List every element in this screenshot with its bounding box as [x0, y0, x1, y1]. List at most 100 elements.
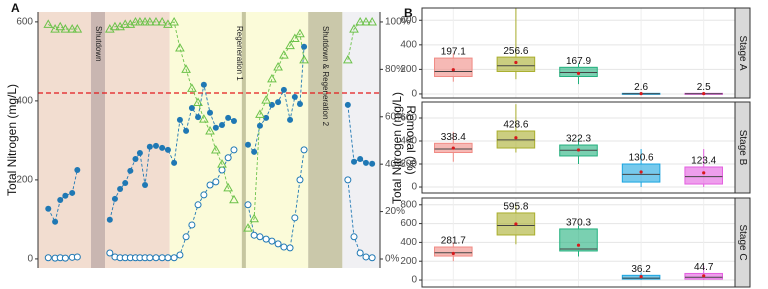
y-tick-label: 600	[400, 218, 417, 229]
point	[57, 197, 64, 204]
y-tick-label: 0	[411, 89, 417, 100]
point	[243, 223, 253, 232]
shaded-period	[342, 12, 380, 268]
point	[157, 16, 168, 26]
y-axis-label: Total Nitrogen (mg/L)	[390, 92, 404, 204]
point	[224, 154, 232, 162]
y-tick-label: 200	[400, 256, 417, 267]
y-tick-label: 800	[400, 199, 417, 210]
point	[135, 16, 145, 26]
mean-label: 595.8	[503, 202, 528, 213]
point	[279, 50, 289, 59]
point	[52, 218, 59, 225]
point	[199, 114, 209, 123]
point	[229, 194, 239, 204]
point	[164, 254, 172, 262]
point	[195, 114, 202, 121]
point	[187, 83, 197, 92]
point	[255, 109, 265, 118]
period-label: Shutdown & Regeneration 2	[321, 26, 330, 127]
point	[344, 101, 351, 108]
mean-point	[702, 171, 706, 175]
point	[275, 99, 282, 106]
point	[230, 118, 237, 125]
point	[183, 127, 190, 134]
y2-tick-label: 40%	[385, 159, 405, 170]
mean-label: 256.6	[503, 46, 528, 57]
point	[205, 125, 215, 135]
y-tick-label: 400	[16, 96, 33, 107]
y2-tick-label: 100%	[385, 17, 411, 28]
mean-label: 322.3	[566, 134, 591, 145]
point	[106, 249, 114, 257]
point	[225, 114, 232, 121]
point	[44, 254, 52, 262]
point	[127, 167, 134, 174]
point	[193, 97, 203, 107]
point	[144, 16, 155, 26]
point	[175, 43, 185, 52]
point	[357, 155, 364, 162]
strip	[734, 101, 751, 194]
point	[74, 167, 81, 174]
y-tick-label: 600	[400, 113, 417, 124]
point	[256, 122, 263, 129]
mean-label: 2.5	[697, 82, 711, 93]
point	[367, 16, 377, 26]
point	[152, 142, 159, 149]
point	[351, 158, 358, 165]
mean-label: 197.1	[441, 47, 466, 58]
point	[286, 244, 294, 252]
point	[110, 21, 120, 31]
y-tick-label: 400	[400, 39, 417, 50]
mean-label: 130.6	[629, 153, 654, 164]
point	[176, 251, 184, 259]
point	[344, 176, 352, 184]
point	[55, 21, 66, 31]
point	[200, 81, 207, 88]
panel-label: A	[11, 1, 20, 15]
point	[163, 19, 173, 28]
point	[285, 40, 295, 50]
point	[67, 24, 78, 33]
point	[169, 16, 179, 26]
mean-point	[451, 251, 455, 256]
mean-label: 338.4	[441, 132, 466, 143]
point	[212, 124, 219, 131]
point	[263, 114, 270, 121]
y-tick-label: 0	[27, 254, 33, 265]
point	[140, 16, 150, 26]
point	[267, 73, 277, 83]
strip-label: Stage C	[737, 224, 748, 260]
point	[171, 159, 178, 166]
strip	[734, 197, 751, 288]
point	[362, 159, 369, 166]
box	[496, 56, 536, 72]
y2-tick-label: 0%	[385, 254, 400, 265]
point	[291, 93, 298, 100]
point	[151, 16, 161, 26]
point	[106, 216, 113, 223]
point	[261, 95, 271, 104]
mean-point	[514, 136, 518, 140]
point	[349, 24, 359, 33]
mean-point	[451, 146, 455, 150]
point	[72, 24, 83, 33]
y-tick-label: 200	[16, 175, 33, 186]
point	[244, 201, 252, 209]
mean-point	[576, 148, 581, 152]
mean-point	[576, 243, 581, 247]
point	[362, 253, 370, 261]
point	[182, 233, 190, 241]
y-tick-label: 0	[411, 182, 417, 193]
shaded-period	[241, 12, 246, 268]
panel-label: B	[404, 6, 413, 20]
point	[300, 146, 308, 154]
mean-label: 2.6	[634, 82, 648, 93]
point	[152, 254, 160, 262]
mean-label: 167.9	[566, 56, 591, 67]
mean-label: 428.6	[503, 120, 528, 131]
point	[301, 43, 308, 50]
point	[132, 155, 139, 162]
strip-label: Stage A	[737, 35, 748, 70]
